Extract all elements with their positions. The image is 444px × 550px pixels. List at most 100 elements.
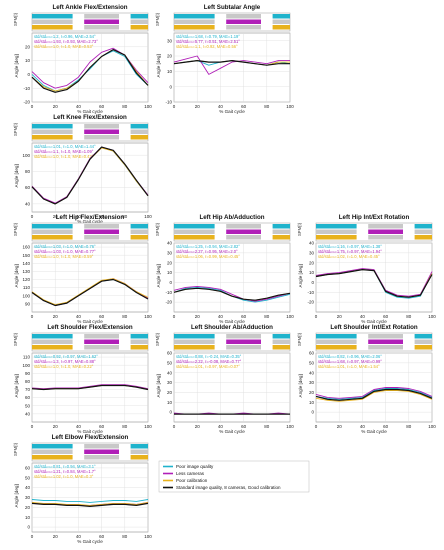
spm-segment bbox=[174, 19, 215, 24]
spm-segment bbox=[32, 25, 73, 30]
y-axis-label: Angle [deg] bbox=[156, 264, 161, 287]
spm-segment bbox=[84, 444, 119, 449]
plot-area bbox=[173, 352, 291, 423]
x-tick-label: 60 bbox=[99, 424, 105, 429]
y-tick-label: 160 bbox=[22, 245, 30, 250]
series-line-3 bbox=[31, 501, 149, 506]
spm-segment bbox=[32, 129, 73, 134]
y-tick-label: 80 bbox=[25, 169, 31, 174]
spm-segment bbox=[130, 334, 148, 339]
x-tick-label: 100 bbox=[144, 214, 152, 219]
x-tick-label: 80 bbox=[264, 104, 270, 109]
x-tick-label: 20 bbox=[195, 424, 201, 429]
chart-panel-hipflex: Left Hip Flex/Extension SPM{t} 90 100 110 120… bbox=[13, 214, 152, 324]
x-tick-label: 0 bbox=[173, 424, 176, 429]
y-tick-label: 40 bbox=[25, 411, 31, 416]
legend-label: Less cameras bbox=[176, 471, 205, 476]
spm-axis-label: SPM{t} bbox=[297, 332, 302, 346]
chart-panel-shrot: Left Shoulder Int/Ext Rotation SPM{t} 0 10 2… bbox=[297, 324, 436, 434]
spm-segment bbox=[272, 339, 290, 344]
stats-line: std/stdₛₜₙ=1.68, r=0.79, MAE=1.19° bbox=[176, 34, 240, 39]
stats-line: std/stdₛₜₙ=1.01, r=0.97, MAE=0.07° bbox=[176, 364, 240, 369]
x-axis-label: % Gait cycle bbox=[77, 319, 103, 324]
x-tick-label: 100 bbox=[144, 104, 152, 109]
spm-segment bbox=[84, 235, 119, 240]
y-tick-label: 60 bbox=[309, 351, 315, 356]
spm-segment bbox=[414, 339, 432, 344]
x-axis-label: % Gait cycle bbox=[361, 319, 387, 324]
spm-axis-label: SPM{t} bbox=[155, 332, 160, 346]
spm-segment bbox=[226, 14, 261, 19]
spm-segment bbox=[130, 229, 148, 234]
y-tick-label: -10 bbox=[165, 290, 172, 295]
spm-segment bbox=[226, 235, 261, 240]
spm-segment bbox=[174, 224, 215, 229]
x-tick-label: 0 bbox=[173, 314, 176, 319]
x-tick-label: 0 bbox=[315, 424, 318, 429]
spm-segment bbox=[130, 444, 148, 449]
stats-line: std/stdₛₜₙ=1.2, r=0.96, MAE=2.54° bbox=[34, 34, 96, 39]
spm-segment bbox=[414, 229, 432, 234]
y-tick-label: -20 bbox=[307, 300, 314, 305]
x-tick-label: 40 bbox=[218, 424, 224, 429]
spm-segment bbox=[368, 345, 403, 350]
spm-segment bbox=[32, 224, 73, 229]
y-tick-label: 40 bbox=[167, 241, 173, 246]
series-line-1 bbox=[31, 499, 149, 503]
y-axis-label: Angle [deg] bbox=[14, 164, 19, 187]
spm-segment bbox=[84, 339, 119, 344]
x-tick-label: 60 bbox=[241, 424, 247, 429]
x-tick-label: 100 bbox=[428, 314, 436, 319]
x-tick-label: 40 bbox=[76, 424, 82, 429]
stats-line: std/stdₛₜₙ=1.0, r=1.0, MAE=0.59° bbox=[34, 254, 94, 259]
x-tick-label: 80 bbox=[264, 314, 270, 319]
x-tick-label: 20 bbox=[53, 424, 59, 429]
y-tick-label: 20 bbox=[167, 54, 173, 59]
chart-title: Left Hip Ab/Adduction bbox=[199, 214, 264, 221]
spm-segment bbox=[174, 25, 215, 30]
y-tick-label: 140 bbox=[22, 261, 30, 266]
x-tick-label: 20 bbox=[195, 314, 201, 319]
chart-title: Left Ankle Flex/Extension bbox=[52, 4, 127, 11]
spm-segment bbox=[130, 449, 148, 454]
stats-line: std/stdₛₜₙ=1.1, r=0.92, MAE=0.56° bbox=[176, 44, 238, 49]
y-tick-label: 10 bbox=[25, 58, 31, 63]
spm-axis-label: SPM{t} bbox=[155, 222, 160, 236]
chart-title: Left Shoulder Ab/Adduction bbox=[191, 324, 273, 331]
spm-segment bbox=[226, 345, 261, 350]
x-tick-label: 60 bbox=[99, 104, 105, 109]
x-axis-label: % Gait cycle bbox=[77, 539, 103, 544]
y-tick-label: 10 bbox=[309, 270, 315, 275]
spm-segment bbox=[316, 235, 357, 240]
x-tick-label: 60 bbox=[241, 104, 247, 109]
x-tick-label: 80 bbox=[122, 314, 128, 319]
spm-segment bbox=[226, 229, 261, 234]
x-tick-label: 100 bbox=[286, 424, 294, 429]
x-axis-label: % Gait cycle bbox=[219, 429, 245, 434]
x-tick-label: 60 bbox=[99, 214, 105, 219]
spm-segment bbox=[130, 135, 148, 140]
y-tick-label: 120 bbox=[22, 277, 30, 282]
x-tick-label: 20 bbox=[53, 534, 59, 539]
spm-segment bbox=[130, 14, 148, 19]
y-axis-label: Angle [deg] bbox=[14, 54, 19, 77]
spm-segment bbox=[130, 339, 148, 344]
stats-line: std/stdₛₜₙ=1.03, r=1.0, MAE=0.76° bbox=[34, 244, 96, 249]
y-tick-label: 0 bbox=[169, 410, 172, 415]
x-tick-label: 0 bbox=[31, 424, 34, 429]
chart-panel-knee: Left Knee Flex/Extension SPM{t} 40 60 80 100 0… bbox=[13, 114, 152, 224]
y-tick-label: 30 bbox=[167, 380, 173, 385]
y-tick-label: 50 bbox=[25, 475, 31, 480]
series-line-4 bbox=[315, 269, 433, 298]
plot-area bbox=[31, 142, 149, 213]
spm-segment bbox=[414, 334, 432, 339]
x-tick-label: 40 bbox=[76, 104, 82, 109]
stats-line: std/stdₛₜₙ=1.25, r=0.94, MAE=2.82° bbox=[176, 244, 240, 249]
series-line-2 bbox=[173, 55, 290, 75]
spm-segment bbox=[84, 135, 119, 140]
stats-line: std/stdₛₜₙ=1.1, r=1.0, MAE=1.09° bbox=[34, 149, 94, 154]
y-tick-label: -10 bbox=[165, 100, 172, 105]
y-tick-label: 40 bbox=[25, 485, 31, 490]
x-tick-label: 60 bbox=[99, 534, 105, 539]
